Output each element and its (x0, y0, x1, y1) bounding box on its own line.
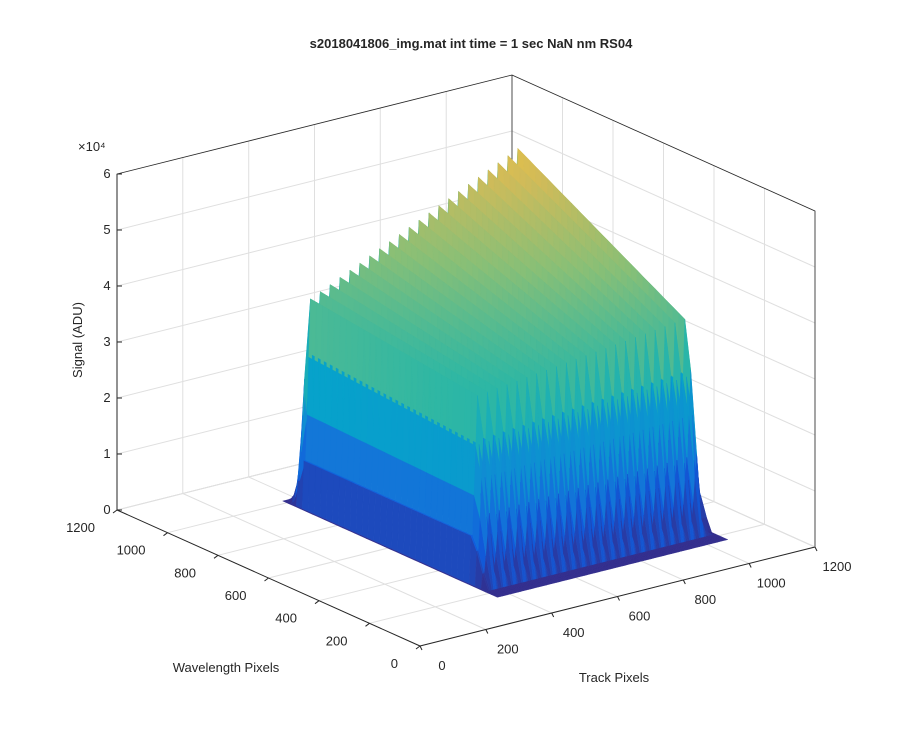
grid-line (116, 186, 513, 287)
chart-title: s2018041806_img.mat int time = 1 sec NaN… (310, 36, 633, 51)
grid-line (116, 130, 513, 231)
grid-line (511, 130, 816, 268)
surface-plot (282, 147, 729, 598)
